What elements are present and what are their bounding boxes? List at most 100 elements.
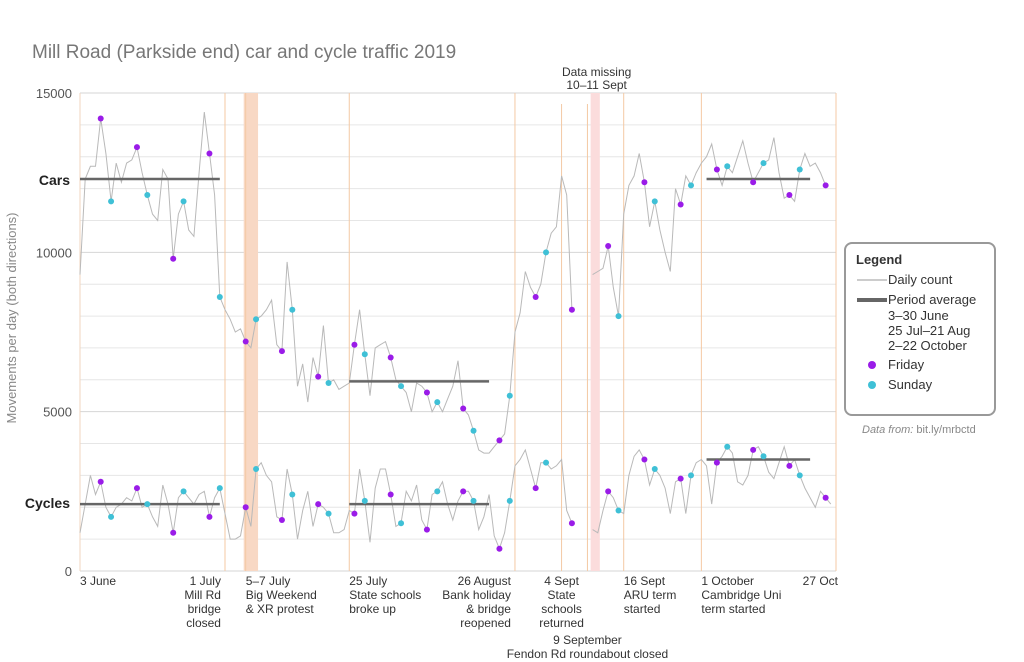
- friday-point: [423, 526, 430, 533]
- friday-point: [242, 504, 249, 511]
- annotation-text: 5–7 July: [246, 574, 291, 588]
- friday-point: [133, 144, 140, 151]
- annotation-text: reopened: [460, 616, 511, 630]
- legend-period-3: 2–22 October: [888, 338, 967, 353]
- annotation-text: closed: [186, 616, 221, 630]
- legend-friday-label: Friday: [888, 357, 925, 372]
- legend-average-label: Period average: [888, 292, 977, 307]
- friday-point: [822, 494, 829, 501]
- annotation-text: & XR protest: [246, 602, 315, 616]
- friday-point: [713, 459, 720, 466]
- annotation-text: 9 September: [553, 633, 622, 647]
- sunday-point: [361, 351, 368, 358]
- legend-title: Legend: [856, 252, 903, 267]
- friday-point: [568, 306, 575, 313]
- friday-point: [278, 517, 285, 524]
- legend-sunday: Sunday: [856, 376, 984, 393]
- sunday-point: [216, 293, 223, 300]
- friday-point: [170, 255, 177, 262]
- friday-point: [568, 520, 575, 527]
- missing-data-label: Data missing: [562, 65, 631, 79]
- friday-point: [351, 341, 358, 348]
- sunday-point: [543, 459, 550, 466]
- annotation-text: term started: [701, 602, 765, 616]
- friday-point: [242, 338, 249, 345]
- friday-dot-swatch: [868, 360, 876, 369]
- friday-point: [605, 242, 612, 249]
- sunday-point: [470, 497, 477, 504]
- sunday-point: [289, 306, 296, 313]
- annotation-text: 1 October: [701, 574, 754, 588]
- friday-point: [460, 405, 467, 412]
- annotation-text: 1 July: [190, 574, 221, 588]
- sunday-point: [506, 392, 513, 399]
- annotation-text: Cambridge Uni: [701, 588, 781, 602]
- legend-sunday-label: Sunday: [888, 377, 933, 392]
- friday-point: [786, 462, 793, 469]
- sunday-point: [760, 160, 767, 167]
- sunday-point: [361, 497, 368, 504]
- sunday-point: [144, 501, 151, 508]
- friday-point: [133, 485, 140, 492]
- annotation-text: 4 Sept: [544, 574, 579, 588]
- friday-point: [786, 191, 793, 198]
- friday-point: [605, 488, 612, 495]
- sunday-point: [398, 520, 405, 527]
- annotation-text: broke up: [349, 602, 396, 616]
- sunday-point: [724, 443, 731, 450]
- annotation-text: ARU term: [624, 588, 677, 602]
- sunday-point: [180, 488, 187, 495]
- legend: Legend Daily count Period average 3–30 J…: [844, 242, 996, 416]
- sunday-point: [615, 507, 622, 514]
- annotation-text: returned: [539, 616, 584, 630]
- sunday-point: [216, 485, 223, 492]
- sunday-point: [615, 313, 622, 320]
- missing-data-dates: 10–11 Sept: [566, 78, 627, 92]
- annotation-text: Big Weekend: [246, 588, 317, 602]
- friday-point: [496, 437, 503, 444]
- y-axis-label: Movements per day (both directions): [4, 213, 19, 424]
- source-link[interactable]: bit.ly/mrbctd: [916, 424, 976, 436]
- sunday-point: [180, 198, 187, 205]
- annotation-text: Mill Rd: [184, 588, 221, 602]
- series-label-cycles: Cycles: [25, 495, 70, 511]
- legend-average: Period average: [856, 291, 984, 308]
- sunday-point: [543, 249, 550, 256]
- average-line-swatch: [857, 297, 887, 302]
- friday-point: [460, 488, 467, 495]
- friday-point: [278, 348, 285, 355]
- friday-point: [315, 373, 322, 380]
- source-prefix: Data from:: [862, 424, 914, 436]
- sunday-point: [253, 316, 260, 323]
- y-tick-label: 5000: [43, 405, 72, 420]
- data-source: Data from: bit.ly/mrbctd: [862, 424, 976, 436]
- friday-point: [750, 179, 757, 186]
- sunday-point: [434, 488, 441, 495]
- annotation-text: Fendon Rd roundabout closed: [507, 647, 668, 661]
- annotation-text: State: [548, 588, 576, 602]
- friday-point: [170, 529, 177, 536]
- friday-point: [677, 201, 684, 208]
- series-label-cars: Cars: [39, 172, 70, 188]
- daily-line-swatch: [857, 278, 887, 281]
- annotation-text: 26 August: [458, 574, 512, 588]
- friday-point: [97, 115, 104, 122]
- annotation-text: 25 July: [349, 574, 387, 588]
- sunday-point: [688, 472, 695, 479]
- x-start-label: 3 June: [80, 574, 116, 588]
- sunday-point: [724, 163, 731, 170]
- friday-point: [351, 510, 358, 517]
- legend-daily: Daily count: [856, 271, 984, 288]
- sunday-point: [688, 182, 695, 189]
- annotation-text: State schools: [349, 588, 421, 602]
- legend-period-2: 25 Jul–21 Aug: [888, 323, 971, 338]
- annotation-text: started: [624, 602, 661, 616]
- friday-point: [97, 478, 104, 485]
- sunday-point: [796, 166, 803, 173]
- friday-point: [532, 485, 539, 492]
- sunday-point: [253, 466, 260, 473]
- annotation-text: 16 Sept: [624, 574, 666, 588]
- friday-point: [750, 446, 757, 453]
- annotation-text: 27 Oct: [803, 574, 839, 588]
